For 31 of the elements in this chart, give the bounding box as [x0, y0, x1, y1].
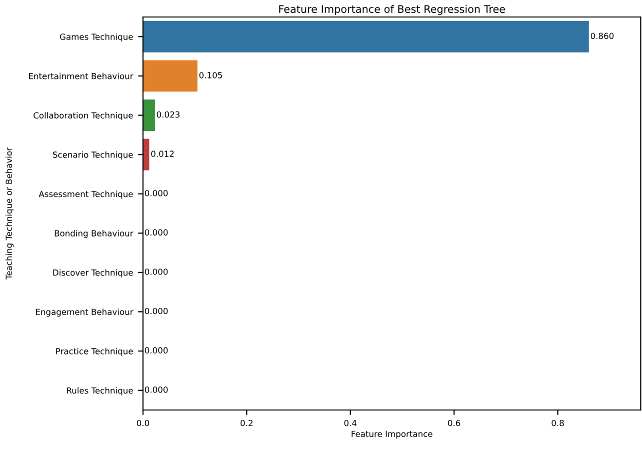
y-tick-label: Games Technique [60, 33, 133, 42]
y-tick-label: Collaboration Technique [34, 112, 133, 120]
x-tick-label: 0.8 [552, 420, 564, 426]
data-label: 0.023 [156, 111, 180, 118]
x-tick-label: 0.6 [448, 420, 460, 426]
data-label: 0.000 [144, 268, 168, 275]
x-tick-label: 0.4 [344, 420, 357, 426]
data-label: 0.000 [144, 229, 168, 236]
y-tick-label: Bonding Behaviour [54, 230, 134, 238]
data-label: 0.000 [144, 308, 168, 314]
y-tick-label: Discover Technique [53, 269, 133, 278]
y-axis-title: Teaching Technique or Behavior [6, 147, 14, 280]
x-axis-title: Feature Importance [352, 430, 432, 439]
data-label: 0.012 [151, 150, 174, 157]
x-tick-label: 0.0 [136, 420, 150, 426]
y-tick-label: Scenario Technique [52, 151, 133, 160]
y-tick-label: Engagement Behaviour [36, 308, 134, 317]
y-tick-label: Entertainment Behaviour [29, 72, 134, 80]
data-label: 0.000 [144, 190, 168, 196]
data-label: 0.860 [590, 32, 614, 40]
data-label: 0.000 [144, 386, 168, 393]
y-tick-label: Rules Technique [67, 387, 133, 396]
data-label: 0.105 [199, 72, 222, 78]
chart-title: Feature Importance of Best Regression Tree [279, 4, 505, 15]
bar [143, 100, 155, 131]
data-label: 0.000 [144, 347, 168, 354]
y-tick-label: Assessment Technique [38, 190, 133, 199]
bar [143, 60, 198, 92]
bar [143, 20, 589, 52]
y-tick-label: Practice Technique [56, 348, 133, 356]
x-tick-label: 0.2 [240, 420, 252, 426]
